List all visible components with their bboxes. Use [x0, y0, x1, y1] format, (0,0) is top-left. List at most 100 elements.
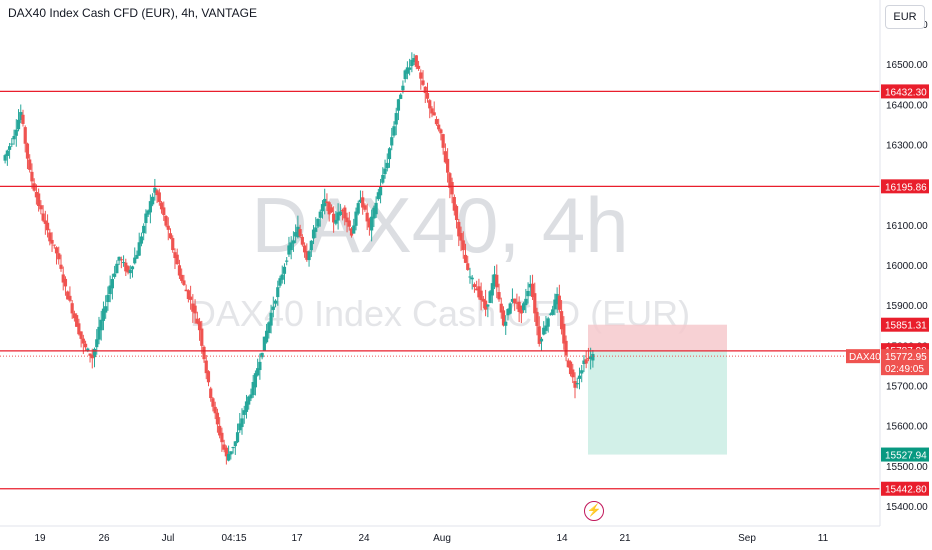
candle-body: [37, 193, 41, 207]
candle-body: [452, 197, 456, 211]
candle-body: [79, 331, 83, 339]
candle-body: [591, 353, 595, 361]
candle-body: [193, 305, 197, 314]
y-tick-label: 15400.00: [886, 502, 928, 513]
candle-body: [166, 225, 170, 230]
candle-body: [325, 201, 329, 204]
candle-body: [300, 236, 304, 245]
currency-selector[interactable]: EUR: [885, 5, 925, 29]
candle-body: [104, 306, 108, 313]
candle-body: [144, 213, 148, 224]
candle-body: [171, 238, 175, 251]
candle-body: [367, 218, 371, 228]
candle-body: [57, 253, 61, 260]
candle-body: [316, 218, 320, 227]
stop-price-label: 15851.31: [885, 321, 927, 332]
candle-body: [463, 254, 468, 263]
candle-body: [372, 207, 376, 219]
candle-body: [562, 323, 566, 344]
candle-body: [211, 398, 215, 407]
candle-body: [492, 274, 497, 287]
candle-body: [530, 283, 535, 297]
candle-body: [537, 326, 541, 344]
candle-body: [522, 303, 526, 311]
candle-body: [459, 233, 463, 241]
candle-body: [12, 135, 16, 140]
candle-body: [302, 245, 307, 253]
candle-body: [59, 264, 63, 269]
candle-body: [88, 353, 92, 356]
candle-body: [273, 300, 278, 304]
horizontal-levels[interactable]: [0, 90, 880, 490]
candle-body: [568, 361, 573, 375]
candle-body: [309, 240, 313, 251]
y-tick-label: 16100.00: [886, 221, 928, 232]
candle-body: [99, 319, 103, 331]
candle-body: [412, 58, 416, 63]
candle-body: [484, 300, 488, 310]
candle-body: [506, 308, 510, 316]
candle-body: [3, 155, 7, 161]
candle-body: [153, 187, 157, 193]
candle-body: [542, 327, 546, 335]
candle-body: [318, 211, 322, 218]
candle-body: [472, 284, 477, 288]
candle-body: [428, 100, 432, 109]
candle-body: [34, 191, 39, 198]
candle-body: [108, 285, 112, 295]
target-price-label-bg: [881, 447, 929, 462]
candle-body: [332, 213, 336, 223]
candle-body: [575, 383, 579, 385]
price-labels: 16432.3016195.8615786.1915442.8015851.31…: [846, 84, 929, 496]
level-price-label: 16195.86: [885, 182, 927, 193]
candle-body: [168, 233, 173, 239]
candle-body: [267, 322, 271, 334]
candle-body: [191, 303, 195, 312]
x-tick-label: 14: [556, 533, 568, 544]
candle-body: [403, 70, 407, 80]
stop-price-label-bg: [881, 317, 929, 332]
candle-body: [177, 265, 182, 276]
candle-body: [454, 206, 459, 221]
candle-body: [61, 274, 65, 283]
candle-body: [432, 112, 436, 116]
candle-body: [376, 192, 380, 200]
candle-body: [352, 225, 356, 234]
candle-body: [180, 274, 184, 281]
candle-body: [142, 225, 146, 234]
candle-body: [222, 444, 226, 450]
candle-body: [39, 205, 43, 210]
candle-body: [571, 369, 575, 378]
candle-body: [224, 447, 228, 457]
candle-body: [448, 173, 452, 188]
candle-body: [95, 339, 99, 348]
candle-body: [151, 196, 155, 205]
candle-body: [349, 228, 354, 236]
last-price-tag: [881, 349, 929, 376]
candle-body: [305, 251, 309, 260]
candle-body: [385, 162, 389, 169]
bolt-icon[interactable]: ⚡: [584, 501, 604, 521]
candle-body: [83, 343, 88, 348]
candle-body: [117, 256, 121, 261]
candle-body: [101, 308, 106, 321]
candle-body: [220, 432, 224, 443]
candle-body: [517, 301, 521, 313]
candle-body: [370, 216, 374, 231]
candle-body: [401, 85, 405, 91]
candle-body: [52, 244, 56, 246]
candle-body: [434, 119, 439, 125]
candle-body: [528, 283, 532, 288]
candle-body: [135, 254, 139, 259]
candle-body: [508, 303, 512, 314]
candle-body: [72, 313, 76, 319]
candle-body: [291, 240, 296, 244]
candle-body: [139, 236, 144, 244]
candle-body: [240, 418, 244, 428]
candle-body: [298, 229, 302, 237]
candle-body: [128, 269, 132, 274]
candle-body: [475, 288, 479, 291]
candle-body: [45, 222, 50, 231]
candle-body: [519, 305, 523, 314]
